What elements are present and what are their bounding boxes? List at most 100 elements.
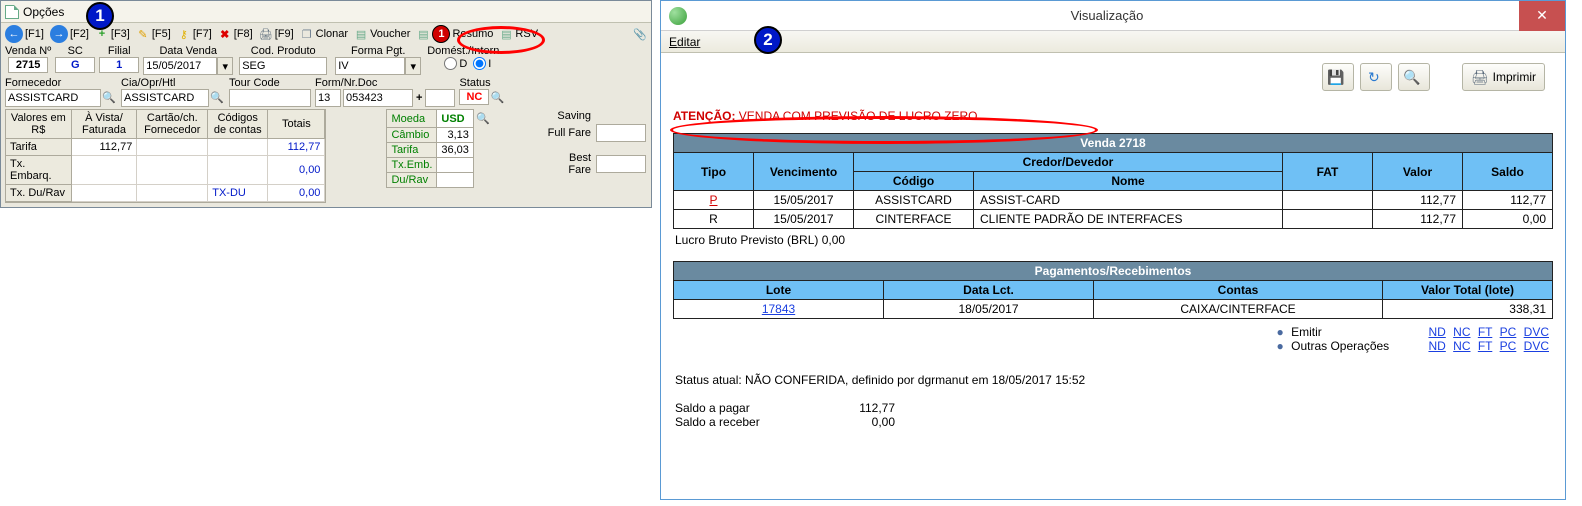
link-nc[interactable]: NC — [1453, 325, 1470, 339]
sc-value: G — [55, 57, 95, 73]
formnr-label: Form/Nr.Doc — [315, 77, 377, 89]
delete-icon: ✖ — [218, 27, 232, 41]
annotation-circle-1 — [457, 26, 545, 54]
filial-value: 1 — [99, 57, 139, 73]
venda-n-value: 2715 — [8, 57, 48, 73]
menu-editar[interactable]: Editar — [669, 35, 700, 49]
save-button[interactable]: 💾 — [1322, 63, 1354, 91]
cia-search-icon[interactable]: 🔍 — [209, 89, 225, 105]
table-row: R 15/05/2017 CINTERFACE CLIENTE PADRÃO D… — [674, 210, 1553, 229]
col-cartao: Cartão/ch. Fornecedor — [137, 110, 208, 139]
link-pc-2[interactable]: PC — [1500, 339, 1517, 353]
fornecedor-input[interactable] — [5, 89, 101, 107]
bullet-icon: ● — [1277, 325, 1284, 339]
preview-content: ATENÇÃO: VENDA COM PREVISÃO DE LUCRO ZER… — [661, 101, 1565, 433]
nav-forward-button[interactable]: → — [50, 25, 68, 43]
link-ft[interactable]: FT — [1478, 325, 1492, 339]
tour-input[interactable] — [229, 89, 311, 107]
clonar-button[interactable]: ❐Clonar — [300, 27, 348, 41]
values-grid: Valores em R$ À Vista/ Faturada Cartão/c… — [5, 109, 326, 203]
clone-icon: ❐ — [300, 27, 314, 41]
print-button[interactable]: 🖨Imprimir — [1462, 63, 1545, 91]
refresh-button[interactable]: ↻ — [1360, 63, 1392, 91]
fare-panel: Saving Full Fare Best Fare — [543, 109, 647, 177]
moeda-value: USD — [437, 110, 474, 128]
codprod-input[interactable] — [239, 57, 327, 75]
nrdoc-extra-input[interactable] — [425, 89, 455, 107]
f5-edit[interactable]: ✎[F5] — [136, 27, 171, 41]
link-ft-2[interactable]: FT — [1478, 339, 1492, 353]
lote-link[interactable]: 17843 — [762, 302, 795, 316]
bullet-icon: ● — [1277, 339, 1284, 353]
paperclip-icon[interactable]: 📎 — [633, 28, 647, 41]
fornecedor-search-icon[interactable]: 🔍 — [101, 89, 117, 105]
codprod-label: Cod. Produto — [251, 45, 316, 57]
data-venda-input[interactable] — [143, 57, 217, 75]
link-pc[interactable]: PC — [1500, 325, 1517, 339]
voucher-button[interactable]: ▤Voucher — [354, 27, 410, 41]
nrdoc-input[interactable] — [343, 89, 413, 107]
bestfare-input[interactable] — [596, 155, 646, 173]
refresh-icon: ↻ — [1368, 69, 1380, 86]
fornecedor-label: Fornecedor — [5, 77, 61, 89]
print-icon: 🖨 — [259, 27, 273, 41]
status-search-icon[interactable]: 🔍 — [489, 89, 505, 105]
annotation-badge-2: 2 — [754, 26, 782, 54]
window-title: Visualização — [695, 8, 1519, 23]
link-nd[interactable]: ND — [1428, 325, 1445, 339]
fullfare-input[interactable] — [596, 124, 646, 142]
annotation-badge-1: 1 — [86, 2, 114, 30]
status-line: Status atual: NÃO CONFERIDA, definido po… — [673, 359, 1553, 401]
tarifa2-value[interactable]: 36,03 — [437, 143, 474, 158]
col-codigos: Códigos de contas — [208, 110, 268, 139]
tipo-link[interactable]: P — [709, 193, 717, 207]
pagamentos-title: Pagamentos/Recebimentos — [674, 262, 1553, 281]
f1-key[interactable]: [F1] — [25, 28, 44, 40]
cambio-value[interactable]: 3,13 — [437, 128, 474, 143]
f7-key[interactable]: ⚷[F7] — [177, 27, 212, 41]
globe-icon — [669, 7, 687, 25]
f2-key[interactable]: [F2] — [70, 28, 89, 40]
magnifier-icon: 🔍 — [1403, 69, 1420, 86]
formapgt-dropdown[interactable]: ▾ — [405, 57, 421, 75]
cia-input[interactable] — [121, 89, 209, 107]
preview-toolbar: 💾 ↻ 🔍 🖨Imprimir — [661, 53, 1565, 101]
venda-n-label: Venda Nº — [5, 45, 51, 57]
zoom-button[interactable]: 🔍 — [1398, 63, 1430, 91]
f9-print[interactable]: 🖨[F9] — [259, 27, 294, 41]
nav-back-button[interactable]: ← — [5, 25, 23, 43]
moeda-search-icon[interactable]: 🔍 — [475, 111, 491, 127]
f8-delete[interactable]: ✖[F8] — [218, 27, 253, 41]
currency-panel: MoedaUSD🔍 Câmbio3,13 Tarifa36,03 Tx.Emb.… — [386, 109, 492, 188]
table-row: P 15/05/2017 ASSISTCARD ASSIST-CARD 112,… — [674, 191, 1553, 210]
tarifa-value[interactable]: 112,77 — [71, 139, 137, 156]
header-row-1: Venda Nº2715 SCG Filial1 Data Venda ▾ Co… — [1, 45, 651, 75]
window-title: Opções — [23, 5, 64, 19]
form-input[interactable] — [315, 89, 341, 107]
link-nd-2[interactable]: ND — [1428, 339, 1445, 353]
plus-label: + — [416, 92, 422, 104]
sc-label: SC — [68, 45, 83, 57]
table-row: Tx. Du/Rav TX-DU 0,00 — [6, 185, 325, 202]
menu-bar: Editar — [661, 31, 1565, 53]
txdu-code[interactable]: TX-DU — [208, 185, 268, 202]
domestic-radio[interactable] — [444, 57, 457, 70]
international-radio[interactable] — [473, 57, 486, 70]
resumo-icon: ▤ — [416, 27, 430, 41]
key-icon: ⚷ — [177, 27, 191, 41]
tour-label: Tour Code — [229, 77, 280, 89]
link-dvc[interactable]: DVC — [1524, 325, 1549, 339]
options-window: Opções ← [F1] → [F2] +[F3] ✎[F5] ⚷[F7] ✖… — [0, 0, 652, 208]
link-nc-2[interactable]: NC — [1453, 339, 1470, 353]
data-venda-label: Data Venda — [159, 45, 217, 57]
save-icon: 💾 — [1327, 69, 1344, 86]
table-row: 17843 18/05/2017 CAIXA/CINTERFACE 338,31 — [674, 300, 1553, 319]
link-dvc-2[interactable]: DVC — [1524, 339, 1549, 353]
venda-table: Venda 2718 Tipo Vencimento Credor/Devedo… — [673, 133, 1553, 229]
formapgt-input[interactable] — [335, 57, 405, 75]
date-picker-button[interactable]: ▾ — [217, 57, 233, 75]
tot1: 112,77 — [268, 139, 325, 156]
table-row: Tarifa 112,77 112,77 — [6, 139, 325, 156]
close-button[interactable]: ✕ — [1519, 1, 1565, 31]
status-label: Status — [459, 77, 490, 89]
